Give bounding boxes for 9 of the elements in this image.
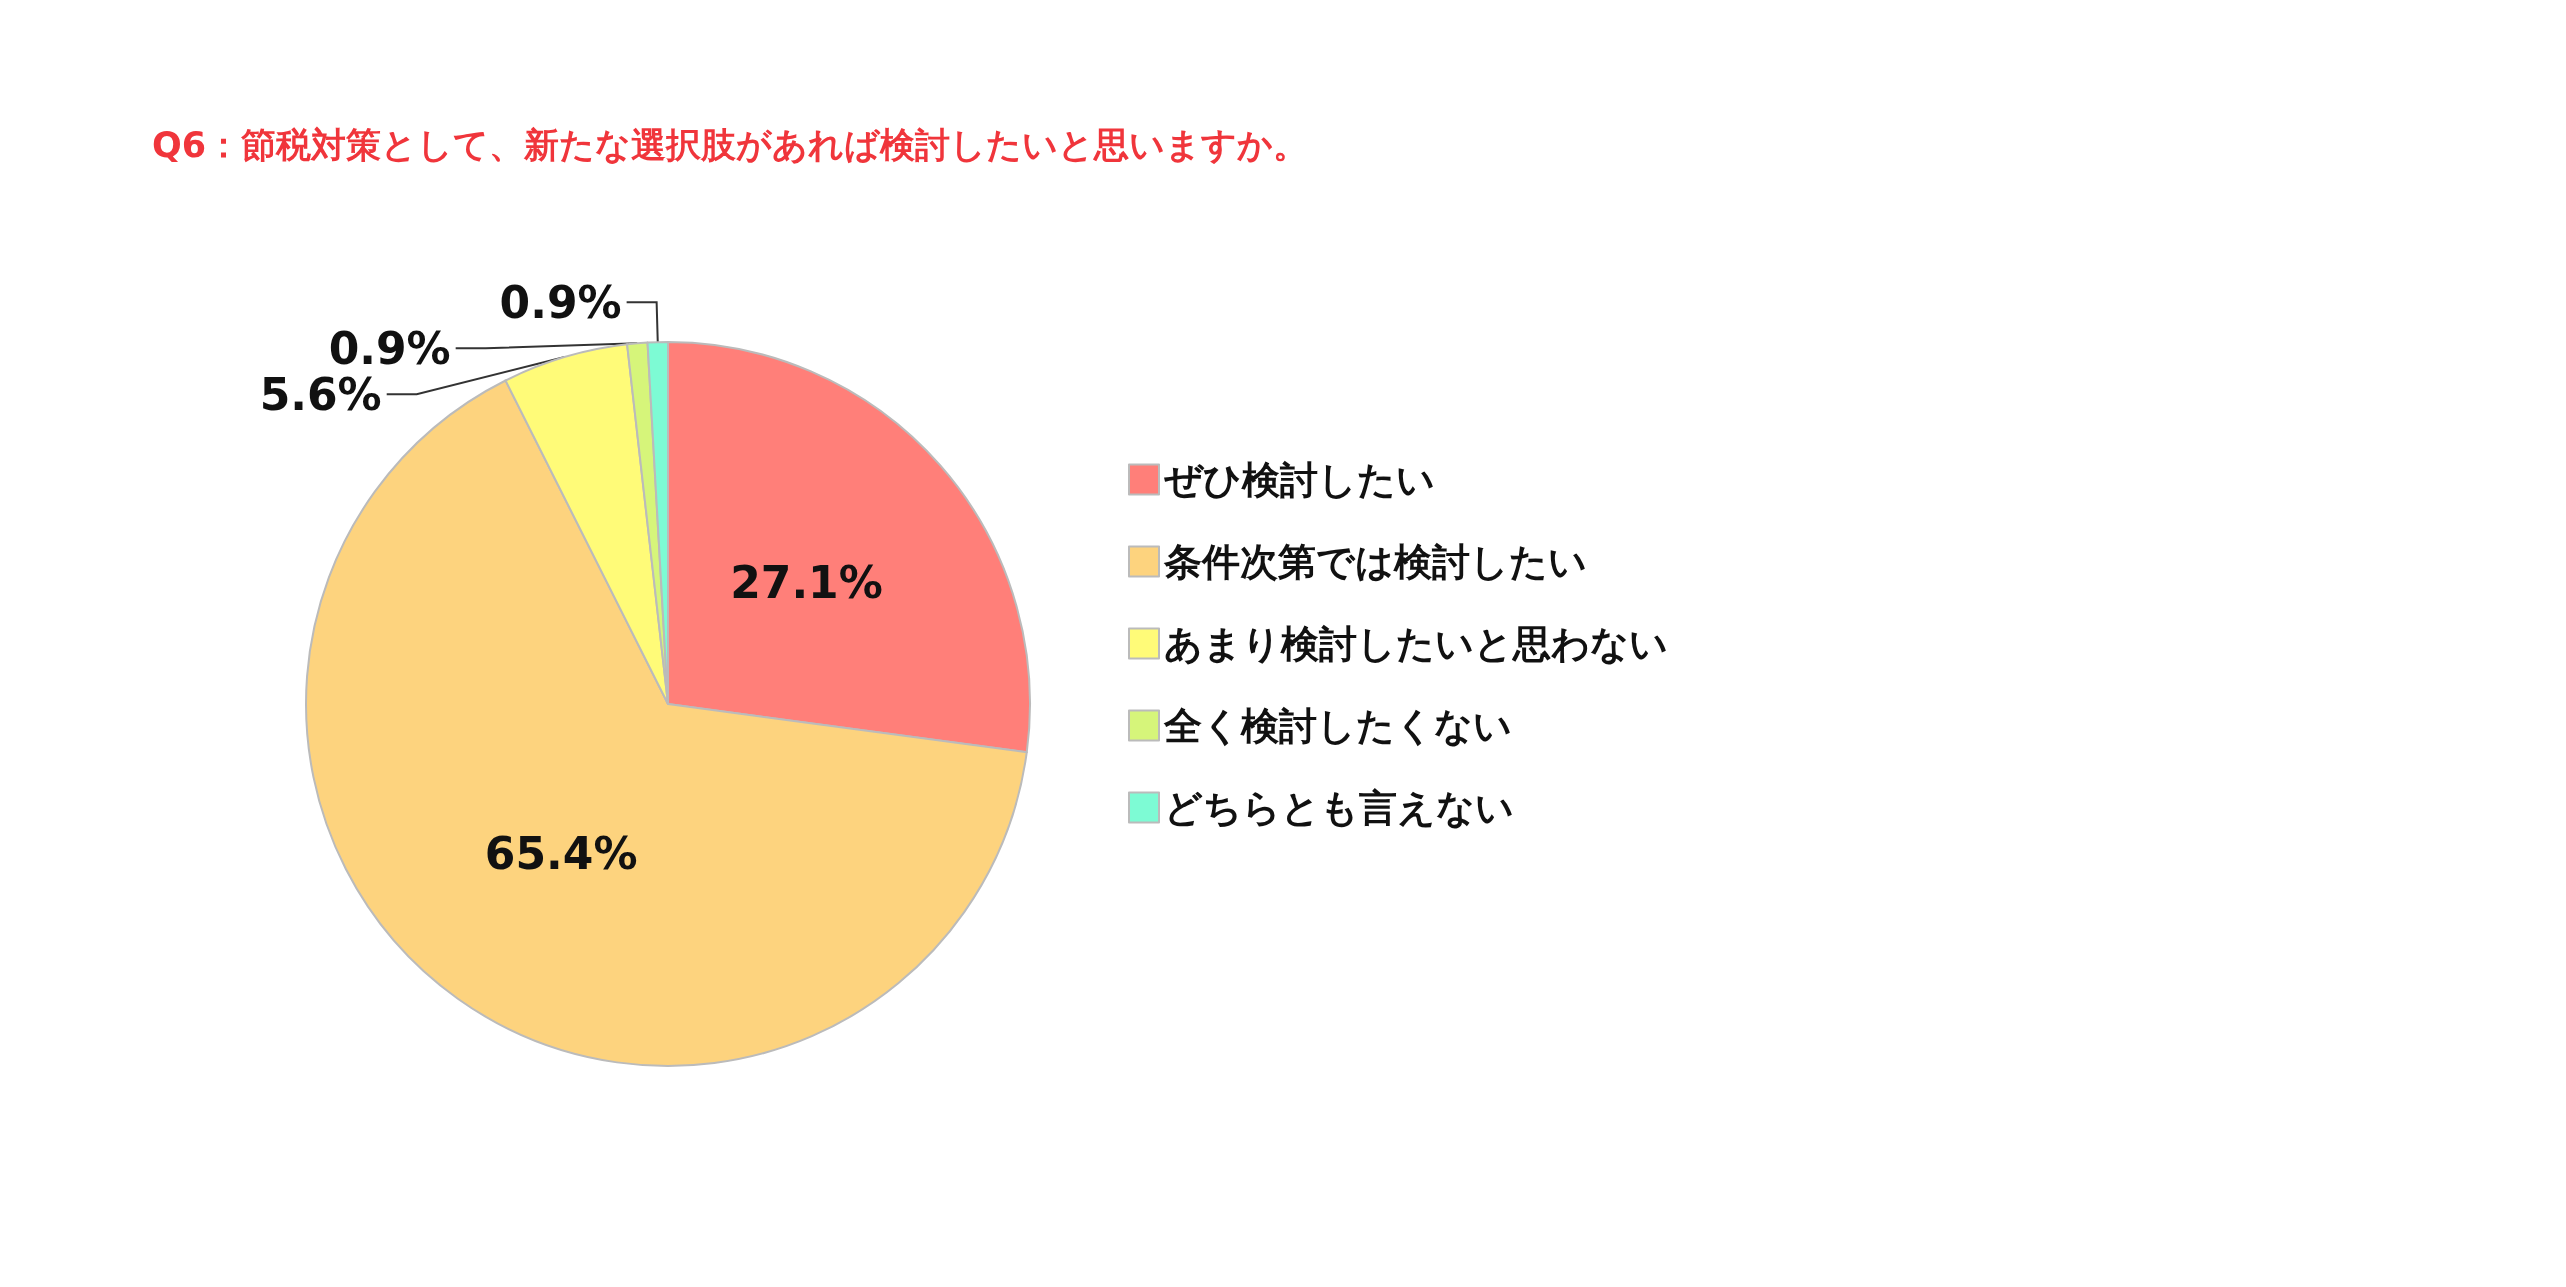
data-label: 65.4%	[484, 828, 638, 880]
legend-label: あまり検討したいと思わない	[1164, 621, 1668, 666]
legend-label: ぜひ検討したい	[1164, 457, 1435, 502]
data-label: 0.9%	[499, 276, 622, 328]
chart-title: Q6：節税対策として、新たな選択肢があれば検討したいと思いますか。	[152, 124, 1309, 165]
legend-label: どちらとも言えない	[1164, 785, 1514, 830]
data-label: 27.1%	[730, 557, 883, 609]
legend-label: 条件次第では検討したい	[1163, 539, 1587, 584]
legend-label: 全く検討したくない	[1163, 703, 1512, 748]
